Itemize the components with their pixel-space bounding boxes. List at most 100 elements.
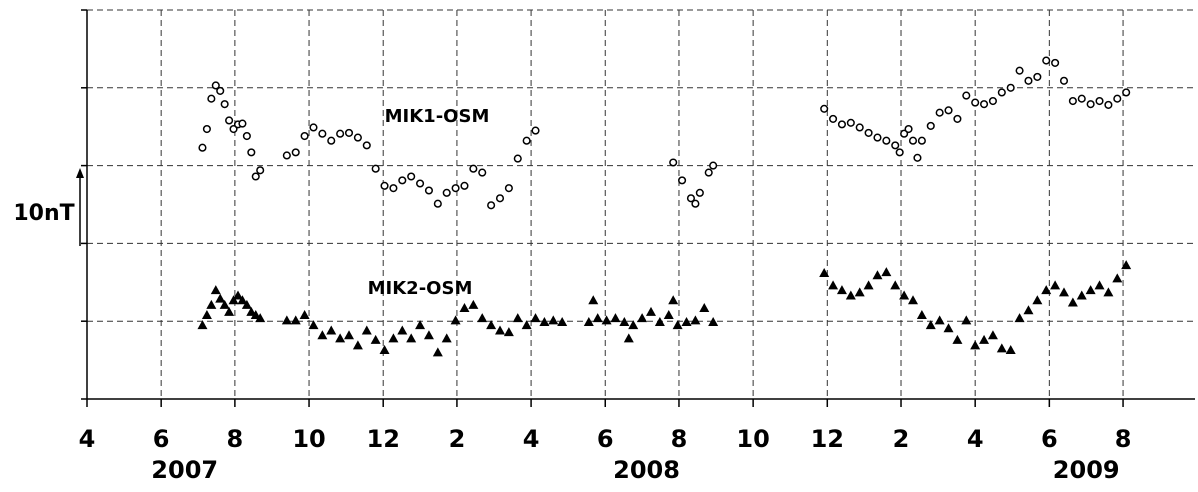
- point: [1023, 305, 1034, 315]
- point: [300, 131, 309, 141]
- point: [450, 315, 461, 325]
- point: [459, 302, 470, 312]
- point: [900, 129, 909, 138]
- point: [668, 295, 679, 305]
- point: [996, 343, 1007, 353]
- point: [895, 148, 904, 157]
- point: [846, 118, 855, 127]
- point: [397, 325, 408, 335]
- point: [592, 313, 603, 323]
- point: [415, 320, 426, 330]
- point: [531, 126, 540, 135]
- point: [904, 124, 913, 134]
- point: [672, 320, 683, 330]
- point: [943, 323, 954, 333]
- point: [206, 299, 217, 309]
- point: [291, 148, 300, 157]
- point: [681, 316, 692, 326]
- point: [557, 316, 568, 326]
- point: [1032, 295, 1043, 305]
- point: [503, 327, 514, 337]
- point: [224, 306, 235, 316]
- point: [619, 316, 630, 326]
- point: [344, 330, 355, 340]
- point: [872, 270, 883, 280]
- point: [863, 280, 874, 290]
- point: [353, 133, 362, 142]
- x-tick-label: 6: [597, 425, 614, 453]
- point: [442, 188, 451, 197]
- point: [513, 154, 522, 163]
- point: [251, 172, 260, 181]
- point: [220, 100, 229, 109]
- point: [980, 100, 989, 109]
- point: [970, 340, 981, 350]
- x-tick-label: 6: [153, 425, 170, 453]
- point: [210, 285, 221, 295]
- point: [389, 184, 398, 193]
- point: [709, 161, 718, 170]
- point: [828, 280, 839, 290]
- point: [317, 330, 328, 340]
- point: [1015, 66, 1024, 75]
- point: [917, 136, 926, 145]
- point: [282, 151, 291, 160]
- x-tick-label: 4: [523, 425, 540, 453]
- point: [854, 287, 865, 297]
- point: [362, 141, 371, 150]
- point: [873, 133, 882, 142]
- point: [451, 184, 460, 193]
- point: [610, 313, 621, 323]
- point: [242, 131, 251, 141]
- point: [504, 184, 513, 193]
- point: [1113, 94, 1122, 103]
- point: [1042, 56, 1051, 65]
- point: [326, 325, 337, 335]
- x-tick-label: 10: [736, 425, 769, 453]
- point: [1058, 287, 1069, 297]
- point: [881, 267, 892, 277]
- point: [216, 86, 225, 95]
- point: [935, 108, 944, 117]
- point: [424, 186, 433, 195]
- point: [299, 309, 310, 319]
- point: [512, 313, 523, 323]
- point: [256, 166, 265, 175]
- point: [988, 96, 997, 106]
- x-tick-label: 4: [79, 425, 96, 453]
- point: [530, 313, 541, 323]
- x-tick-label: 8: [671, 425, 688, 453]
- point: [686, 194, 696, 203]
- point: [890, 280, 901, 290]
- point: [925, 320, 936, 330]
- point: [228, 295, 239, 305]
- point: [495, 194, 505, 203]
- point: [1094, 280, 1105, 290]
- point: [290, 315, 301, 325]
- point: [1095, 96, 1104, 106]
- point: [962, 91, 971, 100]
- point: [309, 123, 318, 132]
- point: [229, 124, 238, 134]
- point: [829, 114, 838, 123]
- point: [695, 188, 704, 197]
- point: [416, 179, 425, 188]
- point: [1067, 297, 1078, 307]
- series-label: MIK2-OSM: [368, 278, 473, 299]
- point: [916, 309, 927, 319]
- x-tick-label: 10: [292, 425, 325, 453]
- point: [495, 325, 506, 335]
- y-label: 10nT: [13, 201, 74, 226]
- point: [1050, 280, 1061, 290]
- point: [215, 293, 226, 303]
- year-label: 2009: [1053, 456, 1120, 484]
- x-tick-label: 8: [1115, 425, 1132, 453]
- point: [201, 309, 212, 319]
- point: [198, 143, 207, 152]
- point: [583, 316, 594, 326]
- point: [1059, 76, 1069, 85]
- point: [864, 128, 873, 137]
- point: [690, 315, 701, 325]
- point: [398, 176, 407, 185]
- point: [1112, 273, 1123, 283]
